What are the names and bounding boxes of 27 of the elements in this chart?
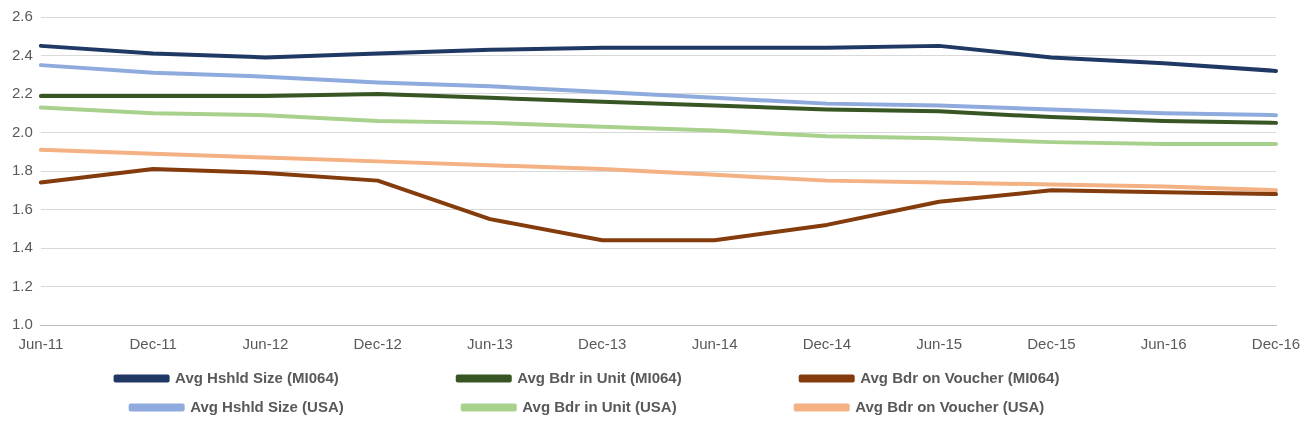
legend-label: Avg Bdr on Voucher (MI064) [860,368,1165,386]
x-tick-label: Jun-13 [467,335,513,353]
legend-label: Avg Bdr in Unit (MI064) [517,368,787,386]
x-tick-label: Dec-13 [578,335,627,353]
x-tick-label: Dec-11 [129,335,177,353]
x-tick-label: Jun-14 [691,335,738,353]
y-tick-label: 1.2 [11,276,33,294]
y-tick-label: 2.2 [11,84,33,102]
x-tick-label: Dec-14 [802,335,852,353]
x-tick-label: Dec-12 [353,335,402,353]
y-tick-label: 1.0 [11,315,33,333]
y-tick-label: 2.4 [11,45,33,63]
x-tick-label: Dec-16 [1251,335,1301,353]
x-tick-label: Jun-12 [242,335,289,353]
y-tick-label: 1.6 [11,199,33,217]
y-tick-label: 1.4 [11,238,33,256]
legend-label: Avg Hshld Size (MI064) [175,368,444,386]
legend-label: Avg Hshld Size (USA) [190,397,449,415]
y-tick-label: 1.8 [11,161,33,179]
y-tick-label: 2.0 [11,122,33,140]
x-tick-label: Dec-15 [1027,335,1076,353]
x-tick-label: Jun-15 [916,335,963,353]
legend-label: Avg Bdr in Unit (USA) [522,397,782,415]
legend-label: Avg Bdr on Voucher (USA) [855,397,1150,415]
x-tick-label: Jun-16 [1140,335,1187,353]
x-tick-label: Jun-11 [18,335,64,353]
y-tick-label: 2.6 [11,7,33,25]
